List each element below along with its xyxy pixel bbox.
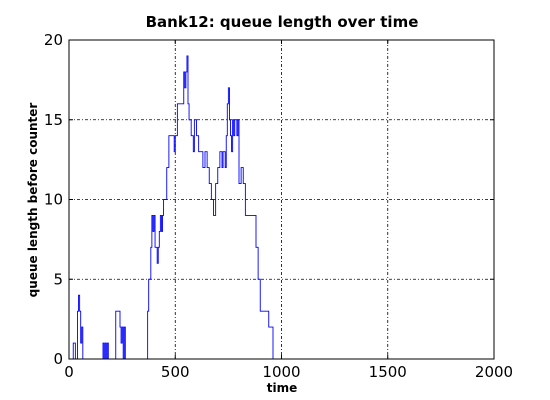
x-tick-label: 0 (64, 363, 74, 381)
chart-title: Bank12: queue length over time (146, 13, 419, 31)
grid-lines (69, 40, 494, 359)
x-tick-label: 1000 (262, 363, 300, 381)
axis-ticks: 0 500 1000 1500 2000 0 5 10 15 20 (44, 31, 513, 381)
y-tick-label: 0 (53, 350, 63, 368)
y-axis-label: queue length before counter (26, 103, 40, 298)
x-tick-label: 2000 (475, 363, 513, 381)
y-tick-label: 15 (44, 111, 63, 129)
y-tick-label: 10 (44, 191, 63, 209)
y-tick-label: 5 (53, 270, 63, 288)
x-axis-label: time (267, 381, 298, 395)
x-tick-label: 1500 (369, 363, 407, 381)
x-tick-label: 500 (161, 363, 190, 381)
y-tick-label: 20 (44, 31, 63, 49)
